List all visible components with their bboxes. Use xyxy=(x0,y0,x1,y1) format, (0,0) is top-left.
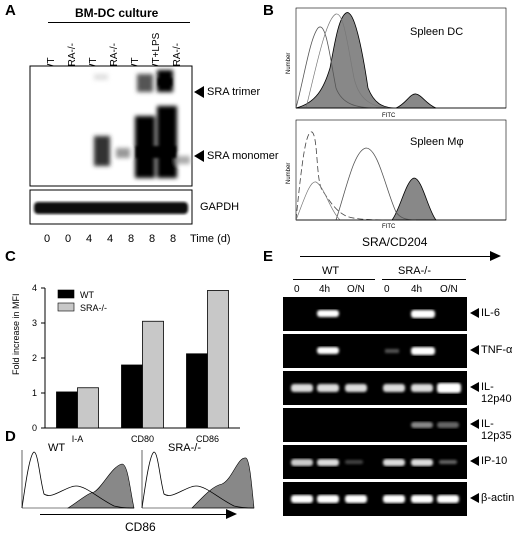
y-tick-label: 3 xyxy=(32,318,37,328)
bar-sra xyxy=(207,290,229,429)
gel-il12p40 xyxy=(283,371,467,405)
bar-sra xyxy=(77,387,99,429)
spleen-dc-title: Spleen DC xyxy=(410,26,464,38)
fitc-label-top: FITC xyxy=(382,113,396,119)
gel-group-sra: SRA-/- xyxy=(398,265,431,277)
time-value: 4 xyxy=(86,233,93,245)
panel-e-letter: E xyxy=(263,248,274,265)
time-value: 0 xyxy=(44,233,51,245)
y-axis-label-top: Number xyxy=(286,52,292,74)
gene-arrow-icon xyxy=(470,308,479,318)
time-value: 4 xyxy=(107,233,114,245)
cd86-axis-line xyxy=(40,514,228,515)
time-value: 8 xyxy=(149,233,156,245)
gene-arrow-icon xyxy=(470,419,479,429)
flow-histogram-spleen-dc xyxy=(295,7,507,109)
gene-label: β-actin xyxy=(481,492,515,504)
gene-label: IL-6 xyxy=(481,307,500,319)
western-blot-sra xyxy=(29,65,193,187)
gene-arrow-icon xyxy=(470,382,479,392)
time-value: 0 xyxy=(65,233,72,245)
panel-a-header: BM-DC culture xyxy=(75,6,159,20)
time-value: 8 xyxy=(170,233,177,245)
y-tick-label: 1 xyxy=(32,388,37,398)
gapdh-label: GAPDH xyxy=(200,201,240,213)
sra-monomer-label: SRA monomer xyxy=(207,150,279,162)
sra-trimer-arrow-icon xyxy=(194,86,204,98)
bar-wt xyxy=(121,364,143,429)
gel-lane-label: O/N xyxy=(440,284,458,295)
gene-arrow-icon xyxy=(470,493,479,503)
bar-chart-fold-increase: 0 1 2 3 4 I-A CD80 CD86 WT SRA-/- xyxy=(32,283,240,444)
gel-il6 xyxy=(283,297,467,331)
panel-d-sra-title: SRA-/- xyxy=(168,442,201,454)
gel-group-wt-line xyxy=(293,279,375,280)
gene-label: IL-12p35 xyxy=(481,418,512,442)
bar-sra xyxy=(142,320,164,429)
gel-group-wt: WT xyxy=(322,265,340,277)
gene-label: TNF-α xyxy=(481,344,513,356)
gel-il12p35 xyxy=(283,408,467,442)
gene-label: IL-12p40 xyxy=(481,381,512,405)
flow-histogram-cd86-sra xyxy=(141,450,255,509)
gel-beta-actin xyxy=(283,482,467,516)
time-value: 8 xyxy=(128,233,135,245)
cd86-arrow-icon xyxy=(226,509,237,519)
gel-lane-label: O/N xyxy=(347,284,365,295)
time-label: Time (d) xyxy=(190,233,231,245)
western-blot-gapdh xyxy=(29,189,193,225)
x-tick-label: CD86 xyxy=(196,434,219,444)
panel-d-wt-title: WT xyxy=(48,442,66,454)
y-tick-label: 4 xyxy=(32,283,37,293)
panel-b-letter: B xyxy=(263,2,274,19)
panel-d-letter: D xyxy=(5,428,16,445)
y-axis-label-bottom: Number xyxy=(286,162,292,184)
x-tick-label: CD80 xyxy=(131,434,154,444)
y-tick-label: 0 xyxy=(32,423,37,433)
gel-tnf xyxy=(283,334,467,368)
x-tick-label: I-A xyxy=(72,434,84,444)
y-tick-label: 2 xyxy=(32,353,37,363)
gel-lane-label: 4h xyxy=(319,284,331,295)
gel-lane-label: 0 xyxy=(384,284,390,295)
legend-swatch xyxy=(57,302,75,312)
flow-histogram-cd86-wt xyxy=(21,450,135,509)
fitc-label-bottom: FITC xyxy=(382,224,396,230)
legend-label: SRA-/- xyxy=(80,303,107,313)
gene-label: IP-10 xyxy=(481,455,508,467)
bar-wt xyxy=(56,391,78,429)
gene-arrow-icon xyxy=(470,345,479,355)
gel-ip10 xyxy=(283,445,467,479)
panel-a-letter: A xyxy=(5,2,16,19)
sra-cd204-label: SRA/CD204 xyxy=(362,235,428,249)
cd86-label: CD86 xyxy=(125,520,156,534)
panel-c-letter: C xyxy=(5,248,16,265)
legend-swatch xyxy=(57,289,75,299)
gel-group-sra-line xyxy=(382,279,466,280)
panel-a-header-line xyxy=(48,22,190,23)
legend-label: WT xyxy=(80,290,94,300)
flow-histogram-spleen-macrophage xyxy=(295,119,507,221)
gene-arrow-icon xyxy=(470,456,479,466)
gel-lane-label: 0 xyxy=(294,284,300,295)
sra-cd204-axis-line xyxy=(300,256,492,257)
sra-cd204-arrow-icon xyxy=(490,251,501,261)
gel-lane-label: 4h xyxy=(411,284,423,295)
sra-trimer-label: SRA trimer xyxy=(207,86,261,98)
spleen-macrophage-title: Spleen Mφ xyxy=(410,136,464,148)
sra-monomer-arrow-icon xyxy=(194,150,204,162)
bar-wt xyxy=(186,353,208,429)
